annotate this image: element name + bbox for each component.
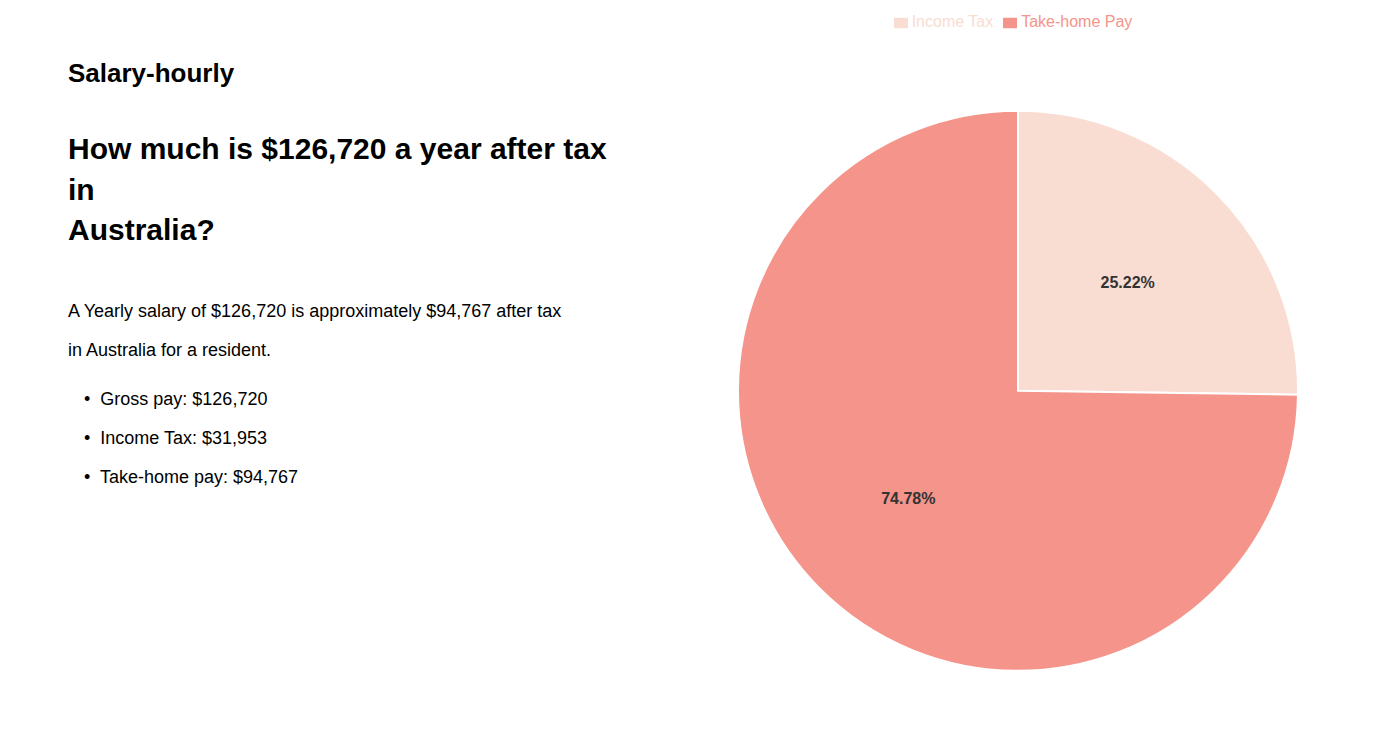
html-text:• Income Tax: $31,953: • Income Tax: $31,953 [84,427,268,448]
svg-text:25.22%: 25.22% [1101,274,1155,291]
html-text:Income Tax: Income Tax [911,13,994,30]
html-text:in Australia for a resident.: in Australia for a resident. [68,339,272,360]
html-text:How much is $126,720 a year af: How much is $126,720 a year after tax in… [68,132,607,246]
html-text:A Yearly salary of $126,720 is: A Yearly salary of $126,720 is approxima… [68,300,562,321]
html-text:Take-home Pay: Take-home Pay [1021,13,1133,30]
svg-text:74.78%: 74.78% [881,490,935,507]
html-text:• Take-home pay: $94,767: • Take-home pay: $94,767 [84,466,299,487]
html-text:Salary-hourly: Salary-hourly [68,58,235,88]
html-text:• Gross pay: $126,720: • Gross pay: $126,720 [84,388,268,409]
